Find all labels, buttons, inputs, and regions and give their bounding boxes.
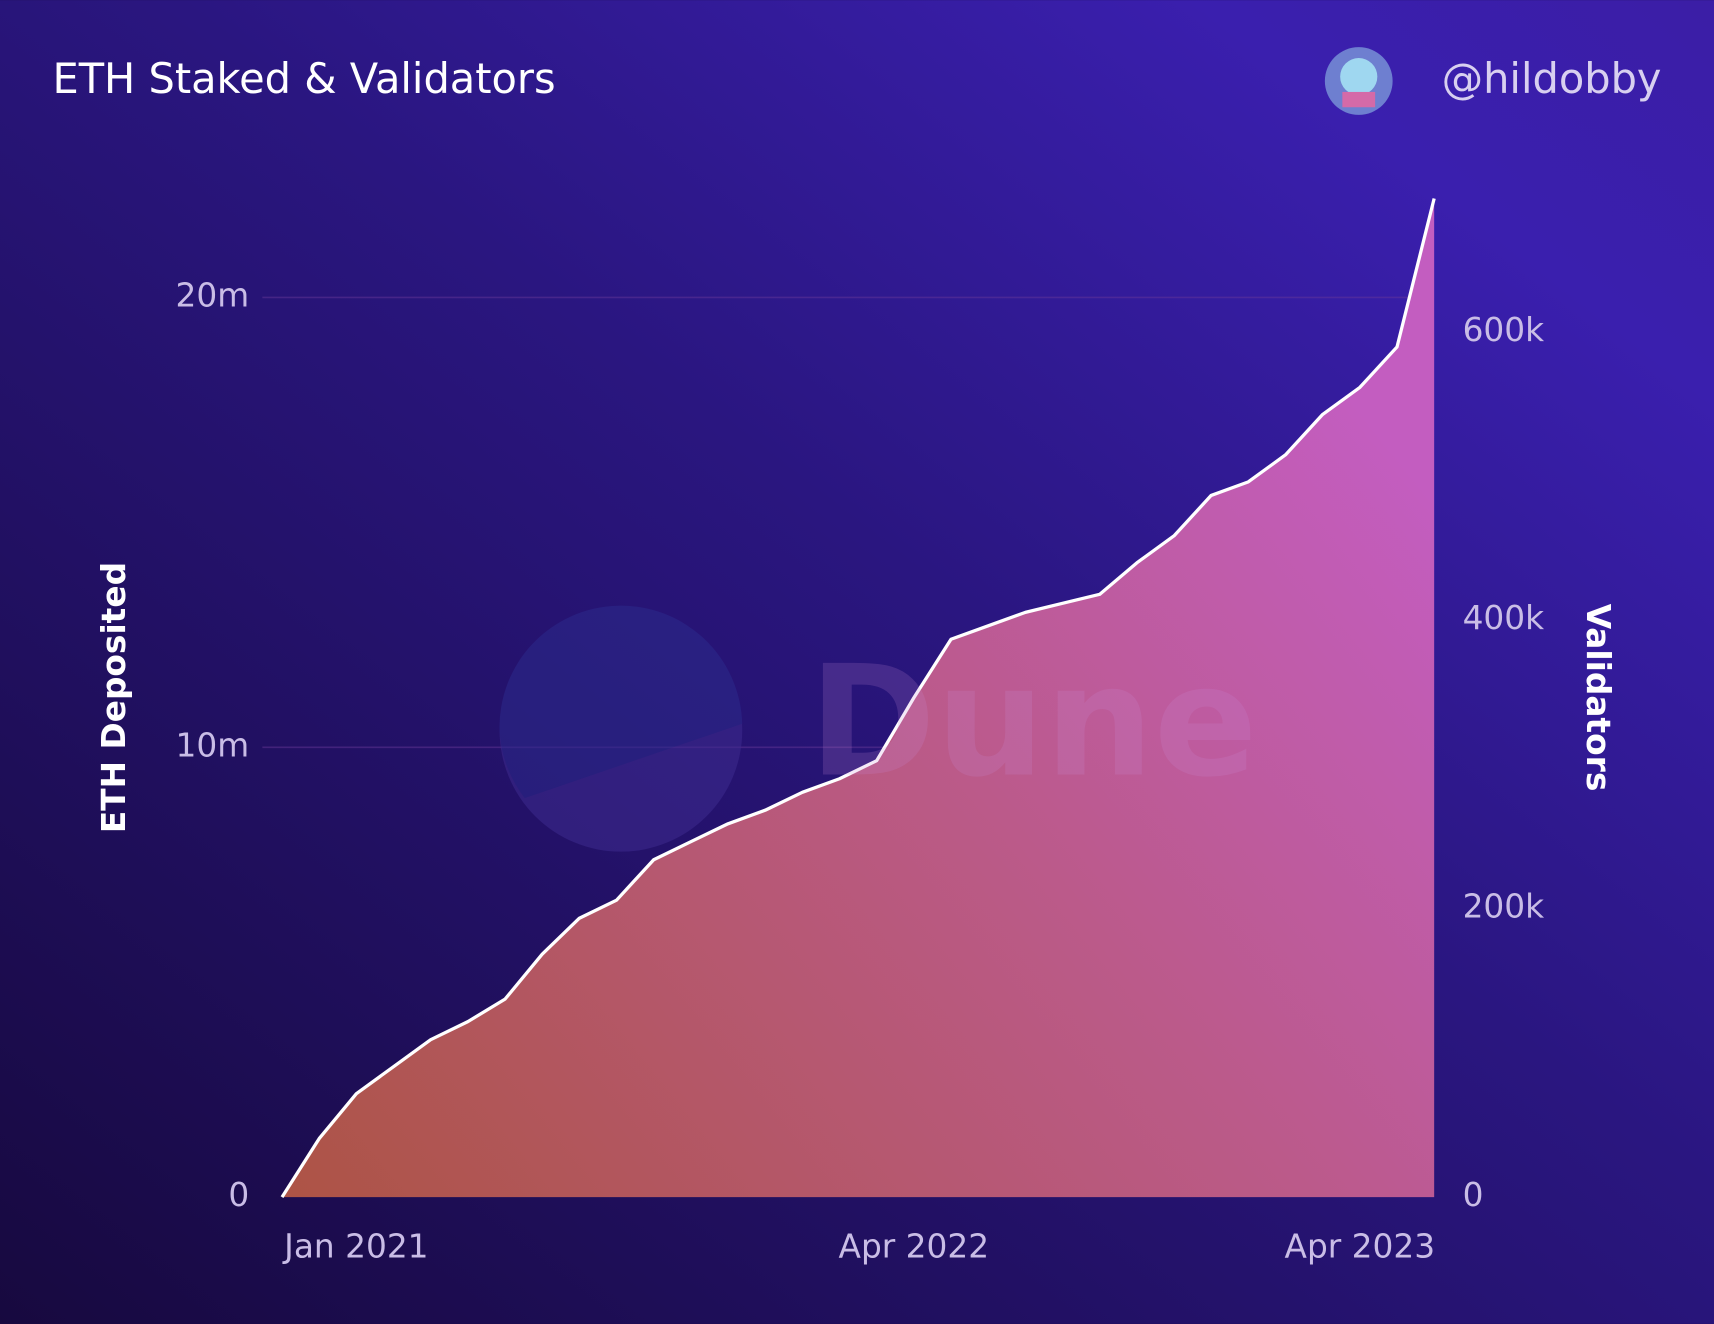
x-tick-label: Apr 2023	[1285, 1227, 1436, 1265]
y2-tick-label: 200k	[1463, 888, 1545, 926]
chart-title: ETH Staked & Validators	[52, 54, 555, 103]
y2-tick-label: 600k	[1463, 311, 1545, 349]
area	[282, 198, 1435, 1198]
watermark-text: Dune	[809, 633, 1258, 811]
y2-tick-label: 0	[1463, 1176, 1484, 1214]
x-tick-label: Jan 2021	[282, 1227, 428, 1265]
x-tick-label: Apr 2022	[839, 1227, 990, 1265]
y-axis-title: ETH Deposited	[95, 562, 133, 833]
y2-tick-label: 400k	[1463, 599, 1545, 637]
y-tick-label: 0	[228, 1176, 249, 1214]
author: @hildobby	[1442, 54, 1662, 103]
y-tick-label: 20m	[176, 276, 250, 314]
y-tick-label: 10m	[176, 726, 250, 764]
y2-axis-title: Validators	[1579, 604, 1617, 792]
watermark: Dune	[499, 605, 1258, 852]
line	[280, 198, 1436, 1198]
